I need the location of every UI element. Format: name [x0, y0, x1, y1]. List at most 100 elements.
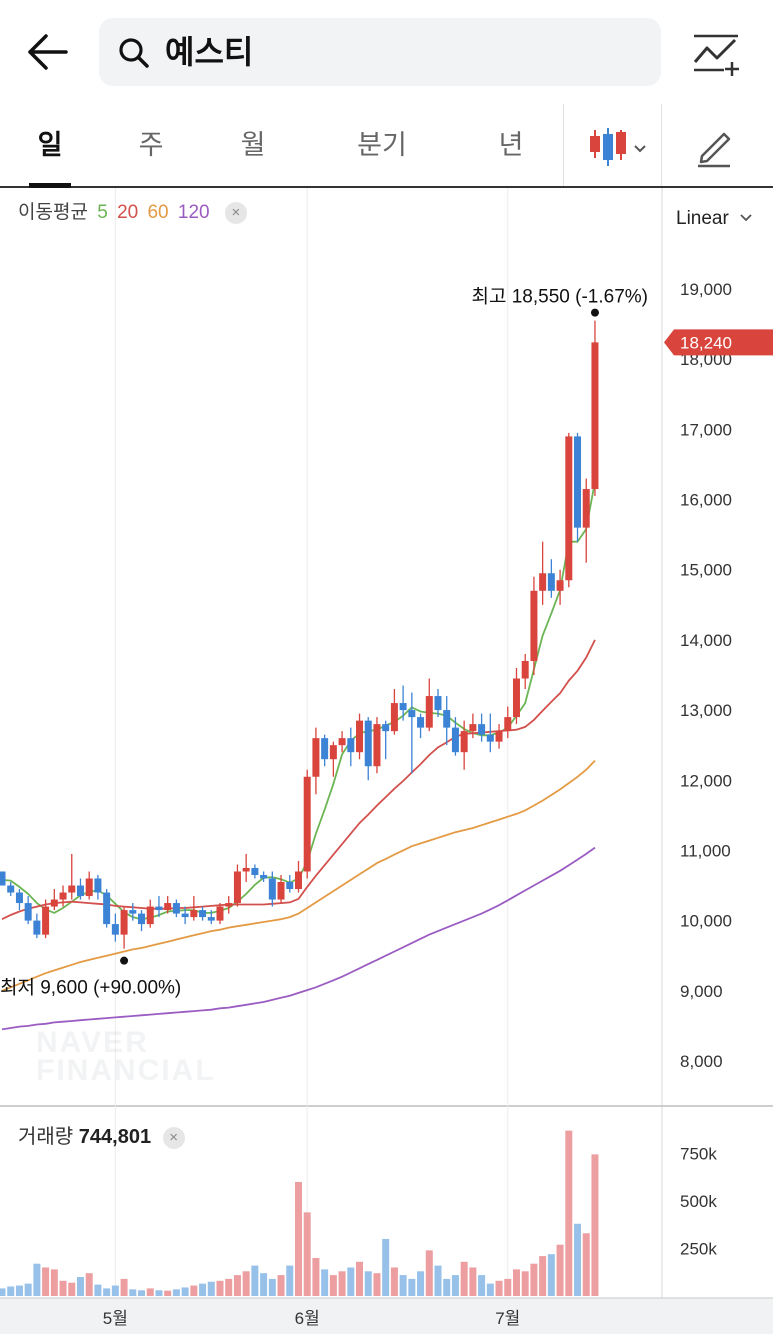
ma5-line — [1, 481, 596, 921]
volume-bar — [103, 1288, 111, 1296]
tab-month[interactable]: 월 — [240, 130, 266, 160]
volume-bar — [129, 1289, 137, 1296]
price-tick-label: 9,000 — [680, 982, 723, 1001]
tab-day[interactable]: 일 — [29, 104, 71, 188]
volume-bar — [233, 1275, 241, 1296]
candlestick-icon[interactable] — [583, 122, 653, 170]
watermark-line2: FINANCIAL — [36, 1054, 216, 1087]
price-chart[interactable]: NAVER FINANCIAL 8,000 9,000 10,000 11,000 12… — [0, 188, 773, 1334]
high-marker — [590, 308, 599, 317]
search-query[interactable]: 예스티 — [165, 34, 254, 70]
candle-body — [216, 906, 224, 921]
candle-down — [76, 878, 84, 900]
volume-bar — [164, 1290, 172, 1296]
scale-selector[interactable]: Linear — [676, 208, 754, 230]
candle-body — [356, 720, 364, 753]
candle-down — [94, 874, 102, 900]
search-bar[interactable]: 예스티 — [99, 18, 661, 86]
volume-bar — [294, 1181, 302, 1296]
volume-bar — [530, 1263, 538, 1296]
candle-body — [469, 724, 477, 732]
candle-body — [434, 696, 442, 711]
volume-bar — [399, 1275, 407, 1296]
candle-body — [68, 885, 76, 893]
volume-bar — [347, 1267, 355, 1296]
candle-down — [417, 713, 425, 739]
candle-body — [294, 871, 302, 890]
candle-up — [50, 889, 58, 911]
tab-quarter[interactable]: 분기 — [357, 130, 407, 160]
candle-up — [329, 741, 337, 777]
candle-body — [591, 342, 599, 490]
candle-down — [268, 871, 276, 907]
ma60-label: 60 — [147, 202, 169, 223]
candle-body — [225, 903, 233, 907]
candle-up — [512, 667, 520, 725]
candle-down — [399, 685, 407, 721]
candle-body — [42, 906, 50, 935]
candle-up — [59, 885, 67, 907]
grid — [0, 188, 773, 1334]
volume-bar — [434, 1265, 442, 1296]
price-tick-label: 14,000 — [680, 631, 732, 650]
candle-body — [556, 580, 564, 591]
candle-body — [277, 882, 285, 900]
back-arrow-icon[interactable] — [22, 28, 74, 76]
candle-up — [539, 541, 547, 605]
close-volume-icon[interactable]: × — [162, 1127, 185, 1149]
candle-up — [521, 653, 529, 690]
candle-body — [373, 724, 381, 767]
candle-body — [539, 573, 547, 591]
tab-week[interactable]: 주 — [138, 130, 164, 160]
volume-label: 거래량 — [18, 1126, 74, 1148]
candle-up — [303, 769, 311, 879]
divider — [563, 104, 564, 186]
candle-up — [146, 899, 154, 928]
volume-bar — [85, 1273, 93, 1296]
candle-body — [512, 678, 520, 718]
watermark: NAVER FINANCIAL — [36, 1026, 216, 1087]
volume-bar — [469, 1267, 477, 1296]
candle-body — [172, 903, 180, 914]
pencil-icon[interactable] — [690, 124, 738, 168]
volume-bar — [155, 1290, 163, 1296]
candle-down — [451, 717, 459, 756]
candle-down — [347, 727, 355, 767]
volume-bar — [0, 1288, 6, 1296]
low-annotation: 최저 9,600 (+90.00%) — [0, 956, 181, 999]
candle-body — [303, 776, 311, 872]
price-tick-label: 8,000 — [680, 1052, 723, 1071]
candle-down — [103, 889, 111, 928]
volume-bar — [42, 1267, 50, 1296]
candle-down — [286, 874, 294, 893]
tab-year[interactable]: 년 — [498, 130, 524, 160]
volume-bar — [50, 1269, 58, 1296]
candle-down — [382, 720, 390, 760]
close-ma-icon[interactable]: × — [224, 202, 247, 224]
candle-up — [530, 576, 538, 675]
candle-body — [260, 874, 268, 879]
volume-bar — [547, 1254, 555, 1296]
volume-bar — [15, 1285, 23, 1296]
candle-body — [251, 867, 259, 875]
volume-legend: 거래량 744,801 × — [18, 1124, 185, 1150]
candle-body — [155, 906, 163, 911]
volume-bar — [303, 1212, 311, 1296]
moving-average-lines — [1, 481, 596, 1031]
chevron-down-icon — [740, 214, 752, 222]
candle-up — [233, 864, 241, 907]
low-label: 최저 9,600 (+90.00%) — [0, 977, 181, 999]
candle-body — [50, 899, 58, 907]
candle-body — [24, 903, 32, 921]
volume-bar — [582, 1233, 590, 1296]
candle-body — [242, 867, 250, 872]
candle-up — [242, 853, 250, 883]
candle-up — [504, 706, 512, 739]
volume-bar — [190, 1285, 198, 1296]
volume-bar — [312, 1257, 320, 1296]
add-compare-chart-icon[interactable] — [690, 28, 742, 78]
price-tick-label: 13,000 — [680, 701, 732, 720]
candle-body — [207, 917, 215, 921]
volume-bar — [321, 1269, 329, 1296]
divider — [661, 104, 662, 186]
